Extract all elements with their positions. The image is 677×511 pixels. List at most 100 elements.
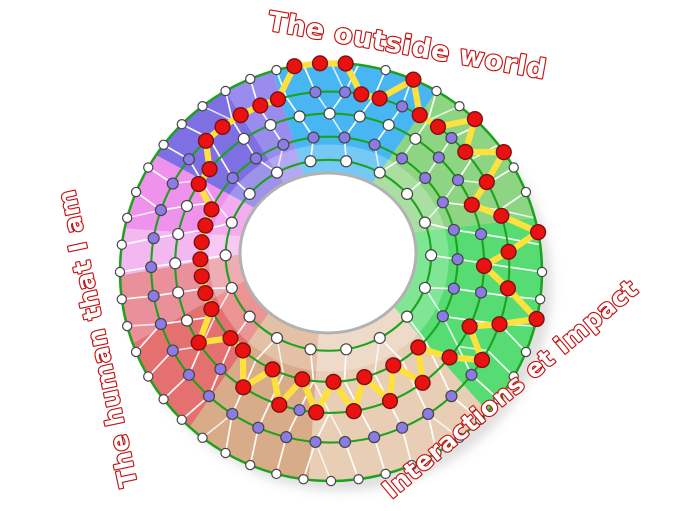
grid-node[interactable] bbox=[396, 100, 409, 113]
grid-node[interactable] bbox=[271, 64, 282, 76]
grid-node[interactable] bbox=[237, 132, 250, 145]
score-node[interactable] bbox=[197, 217, 214, 234]
score-node[interactable] bbox=[214, 118, 231, 136]
grid-node[interactable] bbox=[309, 435, 322, 449]
grid-node[interactable] bbox=[431, 447, 442, 459]
grid-node[interactable] bbox=[451, 174, 465, 187]
grid-node[interactable] bbox=[520, 346, 532, 358]
grid-node[interactable] bbox=[396, 421, 409, 434]
grid-node[interactable] bbox=[143, 371, 154, 382]
grid-node[interactable] bbox=[176, 119, 188, 130]
grid-node[interactable] bbox=[474, 414, 486, 425]
score-node[interactable] bbox=[252, 97, 269, 114]
score-node[interactable] bbox=[493, 207, 510, 224]
grid-node[interactable] bbox=[243, 310, 256, 323]
grid-node[interactable] bbox=[338, 86, 352, 99]
grid-node[interactable] bbox=[116, 294, 128, 305]
score-node[interactable] bbox=[411, 106, 428, 124]
grid-node[interactable] bbox=[202, 390, 216, 403]
score-node[interactable] bbox=[385, 357, 402, 374]
grid-node[interactable] bbox=[143, 162, 154, 173]
grid-node[interactable] bbox=[130, 346, 142, 358]
score-node[interactable] bbox=[232, 106, 249, 124]
grid-node[interactable] bbox=[158, 139, 169, 150]
grid-node[interactable] bbox=[436, 310, 449, 323]
grid-node[interactable] bbox=[520, 186, 532, 198]
score-node[interactable] bbox=[203, 301, 220, 318]
score-node[interactable] bbox=[264, 361, 281, 378]
grid-node[interactable] bbox=[445, 390, 458, 403]
grid-node[interactable] bbox=[245, 459, 256, 471]
score-node[interactable] bbox=[500, 243, 517, 260]
grid-node[interactable] bbox=[293, 403, 306, 417]
score-node[interactable] bbox=[269, 91, 287, 108]
grid-node[interactable] bbox=[418, 281, 432, 295]
score-node[interactable] bbox=[356, 369, 373, 386]
grid-node[interactable] bbox=[249, 152, 263, 165]
score-node[interactable] bbox=[337, 55, 354, 72]
grid-node[interactable] bbox=[309, 86, 322, 99]
grid-node[interactable] bbox=[454, 100, 465, 112]
grid-node[interactable] bbox=[277, 138, 290, 151]
grid-node[interactable] bbox=[400, 310, 414, 323]
grid-node[interactable] bbox=[214, 362, 227, 376]
grid-node[interactable] bbox=[226, 171, 239, 185]
score-node[interactable] bbox=[190, 334, 207, 351]
grid-node[interactable] bbox=[419, 171, 432, 185]
score-node[interactable] bbox=[410, 339, 427, 356]
grid-node[interactable] bbox=[436, 196, 449, 209]
grid-node[interactable] bbox=[418, 216, 432, 229]
score-node[interactable] bbox=[414, 374, 431, 391]
grid-node[interactable] bbox=[180, 314, 194, 327]
score-node[interactable] bbox=[308, 404, 325, 421]
grid-node[interactable] bbox=[368, 138, 381, 151]
grid-node[interactable] bbox=[182, 368, 196, 381]
score-node[interactable] bbox=[381, 392, 399, 410]
grid-node[interactable] bbox=[304, 155, 317, 168]
grid-node[interactable] bbox=[280, 431, 293, 444]
grid-node[interactable] bbox=[166, 344, 179, 357]
grid-node[interactable] bbox=[432, 151, 445, 164]
grid-node[interactable] bbox=[114, 266, 126, 278]
grid-node[interactable] bbox=[445, 131, 458, 145]
score-node[interactable] bbox=[311, 55, 329, 72]
grid-node[interactable] bbox=[147, 289, 160, 303]
grid-node[interactable] bbox=[380, 468, 391, 480]
grid-node[interactable] bbox=[307, 131, 320, 144]
score-node[interactable] bbox=[203, 201, 220, 218]
grid-node[interactable] bbox=[325, 475, 337, 487]
score-node[interactable] bbox=[405, 71, 422, 88]
grid-node[interactable] bbox=[293, 110, 306, 123]
score-node[interactable] bbox=[193, 234, 210, 251]
grid-node[interactable] bbox=[534, 294, 546, 305]
score-node[interactable] bbox=[499, 280, 517, 297]
grid-node[interactable] bbox=[508, 371, 519, 382]
grid-node[interactable] bbox=[219, 249, 232, 262]
grid-node[interactable] bbox=[380, 64, 391, 76]
score-node[interactable] bbox=[235, 379, 252, 396]
grid-node[interactable] bbox=[493, 394, 504, 405]
grid-node[interactable] bbox=[465, 368, 478, 381]
grid-node[interactable] bbox=[264, 118, 277, 132]
grid-node[interactable] bbox=[154, 203, 167, 217]
grid-node[interactable] bbox=[145, 260, 158, 274]
grid-node[interactable] bbox=[353, 110, 366, 123]
grid-node[interactable] bbox=[220, 85, 231, 97]
grid-node[interactable] bbox=[406, 459, 417, 471]
grid-node[interactable] bbox=[474, 227, 488, 241]
grid-node[interactable] bbox=[176, 414, 188, 425]
score-node[interactable] bbox=[463, 196, 480, 213]
grid-node[interactable] bbox=[130, 186, 142, 198]
score-node[interactable] bbox=[371, 90, 388, 107]
score-node[interactable] bbox=[528, 310, 545, 328]
grid-node[interactable] bbox=[182, 153, 196, 166]
grid-node[interactable] bbox=[271, 468, 282, 480]
grid-node[interactable] bbox=[226, 407, 239, 421]
score-node[interactable] bbox=[466, 110, 484, 128]
grid-node[interactable] bbox=[147, 232, 160, 245]
score-node[interactable] bbox=[429, 118, 447, 136]
grid-node[interactable] bbox=[422, 407, 435, 421]
grid-node[interactable] bbox=[225, 281, 238, 295]
score-node[interactable] bbox=[190, 175, 207, 193]
grid-node[interactable] bbox=[451, 253, 464, 266]
